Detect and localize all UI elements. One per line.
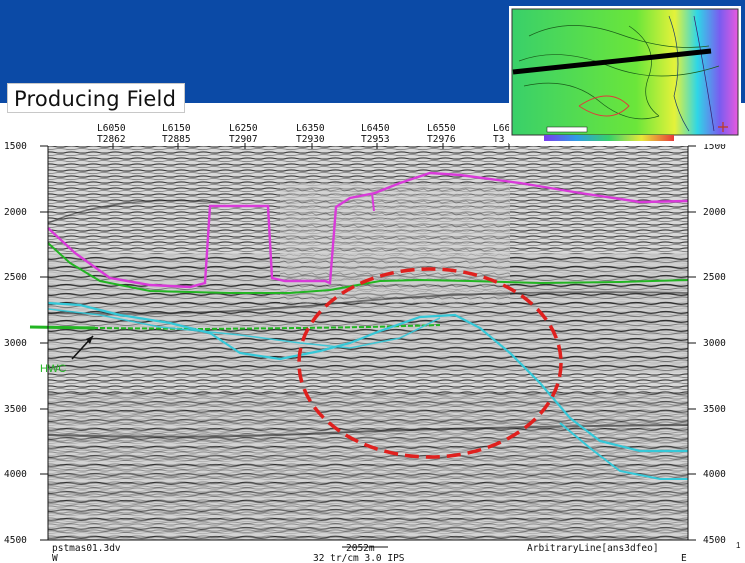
depth-label: 4500: [703, 535, 726, 546]
depth-labels-left: 1500 2000 2500 3000 3500 4000 4500: [4, 141, 27, 546]
footer-line-name: ArbitraryLine[ans3dfeo]: [527, 543, 659, 554]
seismic-section: HWC 1500 2000 2500 3000 3500 4000 4500: [4, 123, 726, 563]
line-trace-labels: L6050 T2862 L6150 T2885 L6250 T2907 L635…: [97, 123, 510, 145]
line-label: L6250: [229, 123, 258, 134]
direction-west: W: [52, 553, 58, 563]
slide-title-box: Producing Field: [7, 83, 185, 113]
depth-label: 2500: [4, 272, 27, 283]
horizon-green: [47, 242, 689, 294]
trace-label: T2907: [229, 134, 258, 145]
slide-title: Producing Field: [14, 87, 177, 111]
depth-label: 2000: [703, 207, 726, 218]
depth-label: 2500: [703, 272, 726, 283]
depth-label: 3500: [703, 404, 726, 415]
depth-label: 3000: [4, 338, 27, 349]
line-label: L6450: [361, 123, 390, 134]
depth-labels-right: 1500 2000 2500 3000 3500 4000 4500: [703, 141, 726, 546]
location-map-inset: [509, 6, 741, 144]
direction-east: E: [681, 553, 687, 563]
hwc-label: HWC: [40, 363, 66, 375]
trace-label: T2930: [296, 134, 325, 145]
line-label: L6550: [427, 123, 456, 134]
depth-label: 4000: [4, 469, 27, 480]
line-label: L6150: [162, 123, 191, 134]
line-label: L66: [493, 123, 510, 134]
depth-label: 1500: [703, 141, 726, 152]
trace-label: T2885: [162, 134, 191, 145]
depth-axis-left-ticks: [40, 145, 696, 541]
depth-label: 1500: [4, 141, 27, 152]
section-location-line: [512, 48, 712, 75]
scale-bar-label: 2052m: [346, 543, 375, 554]
line-label: L6050: [97, 123, 126, 134]
depth-label: 4000: [703, 469, 726, 480]
trace-label: T2862: [97, 134, 126, 145]
depth-label: 2000: [4, 207, 27, 218]
trace-label: T3: [493, 134, 504, 145]
trace-label: T2953: [361, 134, 390, 145]
depth-label: 3000: [703, 338, 726, 349]
horizon-magenta: [47, 171, 689, 289]
scale-info: 32 tr/cm 3.0 IPS: [313, 553, 405, 563]
anomaly-outline: [297, 267, 563, 459]
depth-label: 3500: [4, 404, 27, 415]
trace-label: T2976: [427, 134, 456, 145]
depth-label: 4500: [4, 535, 27, 546]
page-number: 1: [736, 541, 741, 550]
footer-filename: pstmas01.3dv: [52, 543, 121, 554]
horizon-cyan: [47, 301, 688, 453]
line-label: L6350: [296, 123, 325, 134]
